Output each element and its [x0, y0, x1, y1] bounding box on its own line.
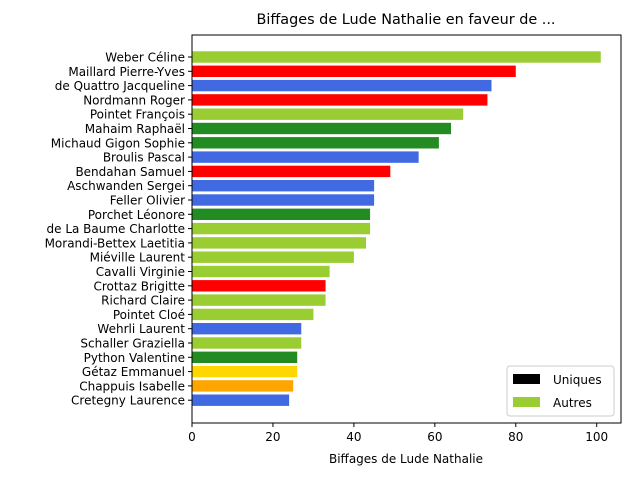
y-tick-label: Nordmann Roger: [83, 93, 185, 107]
bar: [192, 51, 601, 63]
bar: [192, 380, 294, 392]
bar: [192, 337, 302, 349]
bar: [192, 365, 298, 378]
bar: [192, 251, 354, 263]
y-tick-label: Richard Claire: [101, 294, 185, 308]
bar: [192, 265, 330, 278]
bar: [192, 180, 375, 192]
y-tick-label: Pointet François: [90, 108, 185, 122]
bar: [192, 323, 302, 335]
legend-label-autres: Autres: [553, 396, 592, 410]
bar: [192, 137, 439, 149]
y-tick-label: Crottaz Brigitte: [93, 279, 185, 293]
bar: [192, 165, 391, 178]
x-tick-label: 40: [346, 430, 361, 444]
x-tick-label: 60: [427, 430, 442, 444]
y-tick-label: Morandi-Bettex Laetitia: [45, 236, 185, 250]
bar: [192, 122, 452, 135]
y-tick-label: Aschwanden Sergei: [67, 179, 185, 193]
bar: [192, 222, 371, 235]
bar: [192, 237, 367, 249]
y-tick-label: de La Baume Charlotte: [47, 222, 186, 236]
y-tick-label: Wehrli Laurent: [97, 322, 185, 336]
bar: [192, 65, 516, 77]
bar: [192, 79, 492, 92]
legend-swatch-autres: [513, 397, 540, 407]
x-tick-label: 100: [585, 430, 608, 444]
y-tick-label: Cretegny Laurence: [71, 394, 185, 408]
y-tick-label: Python Valentine: [84, 351, 185, 365]
y-tick-label: Cavalli Virginie: [96, 265, 185, 279]
bar: [192, 294, 326, 306]
x-ticks: 0 20 40 60 80 100: [188, 423, 608, 444]
y-tick-label: Gétaz Emmanuel: [82, 365, 185, 379]
bar: [192, 208, 371, 220]
x-axis-label: Biffages de Lude Nathalie: [329, 452, 483, 466]
y-tick-label: Bendahan Samuel: [75, 165, 185, 179]
y-tick-label: Chappuis Isabelle: [79, 379, 185, 393]
y-tick-label: Broulis Pascal: [103, 151, 185, 165]
bars-group: [192, 51, 601, 406]
legend-label-uniques: Uniques: [553, 373, 602, 387]
bar: [192, 108, 464, 120]
bar: [192, 351, 298, 363]
legend: Uniques Autres: [506, 365, 615, 417]
y-tick-label: Maillard Pierre-Yves: [68, 65, 185, 79]
y-tick-label: Schaller Graziella: [80, 337, 185, 351]
x-tick-label: 20: [265, 430, 280, 444]
x-tick-label: 80: [508, 430, 523, 444]
bar: [192, 394, 290, 406]
bar: [192, 280, 326, 292]
y-tick-label: Michaud Gigon Sophie: [51, 136, 185, 150]
y-tick-label: de Quattro Jacqueline: [55, 79, 185, 93]
x-tick-label: 0: [188, 430, 196, 444]
y-tick-label: Feller Olivier: [110, 194, 185, 208]
bar: [192, 194, 375, 206]
legend-swatch-uniques: [513, 374, 540, 384]
y-tick-label: Miéville Laurent: [90, 251, 186, 265]
chart-title: Biffages de Lude Nathalie en faveur de .…: [257, 12, 556, 28]
y-tick-label: Pointet Cloé: [113, 308, 185, 322]
bar: [192, 94, 488, 106]
y-tick-label: Porchet Léonore: [88, 208, 185, 222]
bar: [192, 308, 314, 321]
plot-frame: [191, 34, 622, 424]
y-tick-label: Mahaim Raphaël: [85, 122, 185, 136]
bar: [192, 151, 419, 163]
y-tick-label: Weber Céline: [105, 51, 185, 65]
